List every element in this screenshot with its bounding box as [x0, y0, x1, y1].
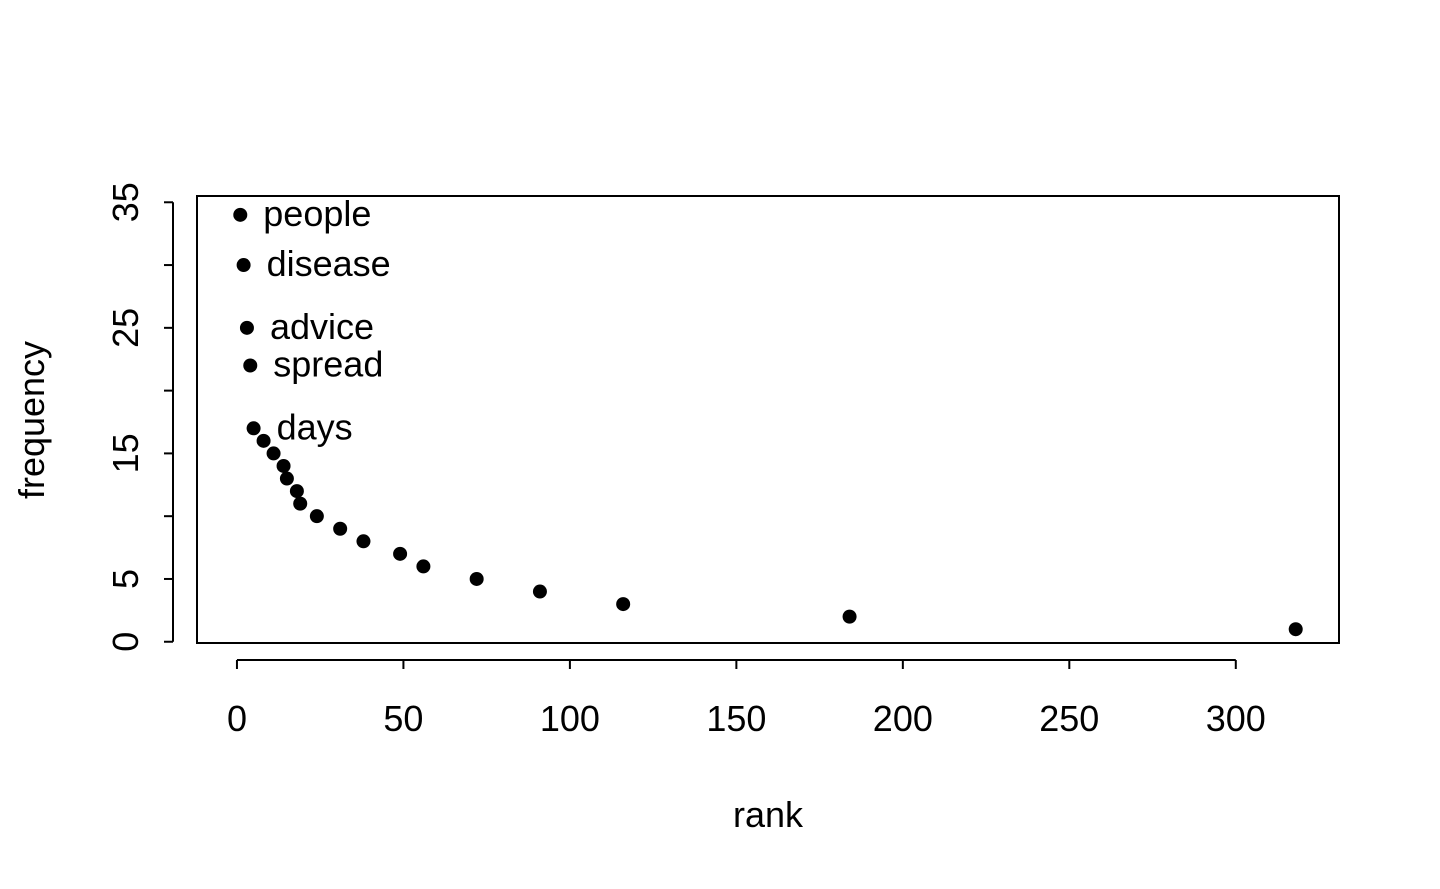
- data-point: [236, 258, 251, 273]
- x-tick-label: 300: [1206, 698, 1266, 739]
- data-point: [842, 609, 857, 624]
- x-tick-label: 0: [227, 698, 247, 739]
- data-point: [293, 496, 308, 511]
- data-point: [469, 571, 484, 586]
- data-point: [532, 584, 547, 599]
- data-point: [393, 546, 408, 561]
- data-point: [256, 433, 271, 448]
- data-point: [233, 207, 248, 222]
- y-tick-label: 35: [105, 182, 146, 222]
- x-tick-label: 50: [383, 698, 423, 739]
- data-point: [356, 534, 371, 549]
- point-label: advice: [270, 306, 374, 347]
- data-point: [616, 597, 631, 612]
- y-axis: 0 5 15 25 35: [105, 182, 174, 652]
- y-tick-label: 25: [105, 308, 146, 348]
- data-point: [416, 559, 431, 574]
- data-point: [289, 484, 304, 499]
- point-label: disease: [267, 243, 391, 284]
- data-point: [239, 320, 254, 335]
- data-point: [309, 509, 324, 524]
- y-tick-label: 0: [105, 632, 146, 652]
- y-tick-label: 5: [105, 569, 146, 589]
- point-label: spread: [273, 344, 383, 385]
- y-tick-label: 15: [105, 433, 146, 473]
- x-tick-label: 150: [706, 698, 766, 739]
- data-point: [279, 471, 294, 486]
- y-axis-title: frequency: [11, 341, 52, 499]
- data-point: [276, 458, 291, 473]
- x-tick-label: 100: [540, 698, 600, 739]
- data-point: [266, 446, 281, 461]
- data-point: [243, 358, 258, 373]
- point-label: days: [277, 406, 353, 447]
- x-tick-label: 200: [873, 698, 933, 739]
- x-axis-title: rank: [733, 794, 804, 835]
- data-point: [1288, 622, 1303, 637]
- plot-frame: [196, 195, 1340, 644]
- x-axis: 0 50 100 150 200 250 300: [227, 659, 1266, 739]
- x-tick-label: 250: [1039, 698, 1099, 739]
- data-points: [233, 207, 1303, 637]
- data-point: [246, 421, 261, 436]
- point-label: people: [263, 193, 371, 234]
- data-point: [333, 521, 348, 536]
